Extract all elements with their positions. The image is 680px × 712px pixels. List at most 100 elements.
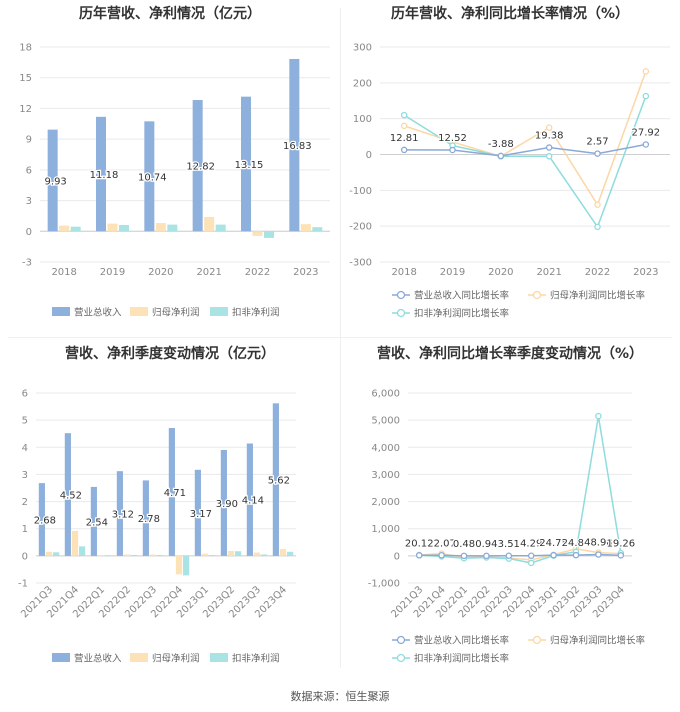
bar-扣非净利润 [167,224,178,232]
y-tick-label: 6,000 [371,389,400,400]
data-label: 2.68 [34,515,56,526]
bar-营业总收入 [47,129,58,232]
series-point [527,552,535,559]
x-tick-label: 2022 [245,267,270,278]
bar-营业总收入 [241,96,251,232]
y-tick-label: 18 [19,43,32,54]
data-label: 20.17 [405,538,434,549]
series-point [545,144,553,151]
x-tick-label: 2019 [440,267,465,278]
data-label: 24.84 [562,538,591,549]
bar-归母净利润 [71,530,79,556]
y-tick-label: 5 [22,416,28,427]
series-point [572,551,580,559]
bar-扣非净利润 [157,555,164,557]
chart-title: 历年营收、净利情况（亿元） [79,5,261,22]
annual-bar-chart-panel: 历年营收、净利情况（亿元） 18 15 12 9 6 3 0 -3 2018 2019 2020 202… [0,0,340,340]
bar-营业总收入 [168,428,175,556]
x-tick-label: 2021 [196,267,221,278]
legend-swatch [130,653,148,662]
bar-扣非净利润 [235,551,242,556]
y-tick-label: 4 [22,443,28,454]
bar-扣非净利润 [209,555,216,557]
series-point [400,111,408,119]
bar-扣非净利润 [119,224,129,232]
bar-归母净利润 [107,223,118,232]
data-label: 3.51 [498,539,520,550]
x-tick-label: 2023 [633,267,658,278]
data-label: 2.54 [86,517,108,528]
y-tick-label: 0 [22,551,28,562]
legend-label: 扣非净利润同比增长率 [414,653,510,665]
legend-swatch [52,307,70,316]
series-point [415,552,423,559]
bar-归母净利润 [97,555,105,557]
bar-归母净利润 [149,554,157,556]
quarterly-growth-rate-line-chart: 营收、净利同比增长率季度变动情况（%） 6,000 5,000 4,000 3,000 2… [368,345,646,665]
y-tick-label: 2,000 [371,497,400,508]
x-tick-label: 2018 [51,267,76,278]
y-tick-label: -1 [18,579,28,590]
data-label: 2.78 [138,514,160,525]
y-tick-label: 3 [22,470,28,481]
y-tick-label: 3,000 [371,470,400,481]
bar-扣非净利润 [215,224,226,232]
legend-label: 扣非净利润 [232,307,280,319]
data-label: -3.88 [488,139,514,150]
legend-marker [532,290,542,300]
legend-label: 归母净利润同比增长率 [550,635,646,647]
data-label: 12.81 [390,133,419,144]
y-tick-label: 2 [22,497,28,508]
panel-divider-vertical [340,8,341,668]
legend-swatch [130,307,148,316]
y-tick-label: 1 [22,524,28,535]
bar-扣非净利润 [261,554,268,556]
panel-divider-horizontal [8,337,672,338]
legend-marker [396,653,406,663]
data-label: 19.38 [535,131,564,142]
bar-归母净利润 [252,231,263,236]
chart-title: 营收、净利季度变动情况（亿元） [65,345,275,362]
legend-label: 扣非净利润同比增长率 [414,308,510,320]
bar-归母净利润 [123,554,131,556]
y-tick-label: 6 [26,165,32,176]
series-point [545,153,553,160]
legend-marker [396,308,406,318]
bar-归母净利润 [201,553,209,556]
bar-营业总收入 [96,116,106,232]
legend-label: 营业总收入 [74,653,122,665]
annual-revenue-profit-bar-chart: 历年营收、净利情况（亿元） 18 15 12 9 6 3 0 -3 2018 2019 2020 202… [19,5,330,319]
x-tick-label: 2018 [391,267,416,278]
series-point [505,552,513,560]
quarterly-revenue-profit-bar-chart: 营收、净利季度变动情况（亿元）6543210-12021Q32021Q42022… [18,345,296,665]
bar-归母净利润 [253,552,261,556]
y-tick-label: -100 [349,186,372,197]
y-tick-label: 1,000 [371,524,400,535]
legend-label: 归母净利润 [152,307,200,319]
series-line-营业总收入同比增长率 [419,553,621,557]
series-point [400,122,408,130]
bar-归母净利润 [175,555,183,575]
data-label: 11.18 [90,170,119,181]
series-point [449,146,456,154]
y-tick-label: 0 [394,551,400,562]
data-label: 27.92 [632,127,661,138]
y-tick-label: -1,000 [368,579,400,590]
quarterly-growth-line-chart-panel: 营收、净利同比增长率季度变动情况（%） 6,000 5,000 4,000 3,000 2… [340,340,680,680]
chart-title: 历年营收、净利同比增长率情况（%） [391,5,629,22]
bar-扣非净利润 [287,551,294,556]
bar-营业总收入 [289,58,300,232]
series-point [617,552,625,559]
series-point [594,150,601,157]
series-point [594,201,601,208]
y-tick-label: 5,000 [371,416,400,427]
series-point [527,559,535,567]
legend-label: 扣非净利润 [232,653,280,665]
series-point [438,552,445,559]
y-tick-label: 100 [353,114,372,125]
bar-营业总收入 [194,469,201,556]
data-label: 12.52 [438,133,467,144]
bar-扣非净利润 [70,226,81,232]
y-tick-label: 3 [26,196,32,207]
legend-label: 营业总收入同比增长率 [414,290,510,302]
